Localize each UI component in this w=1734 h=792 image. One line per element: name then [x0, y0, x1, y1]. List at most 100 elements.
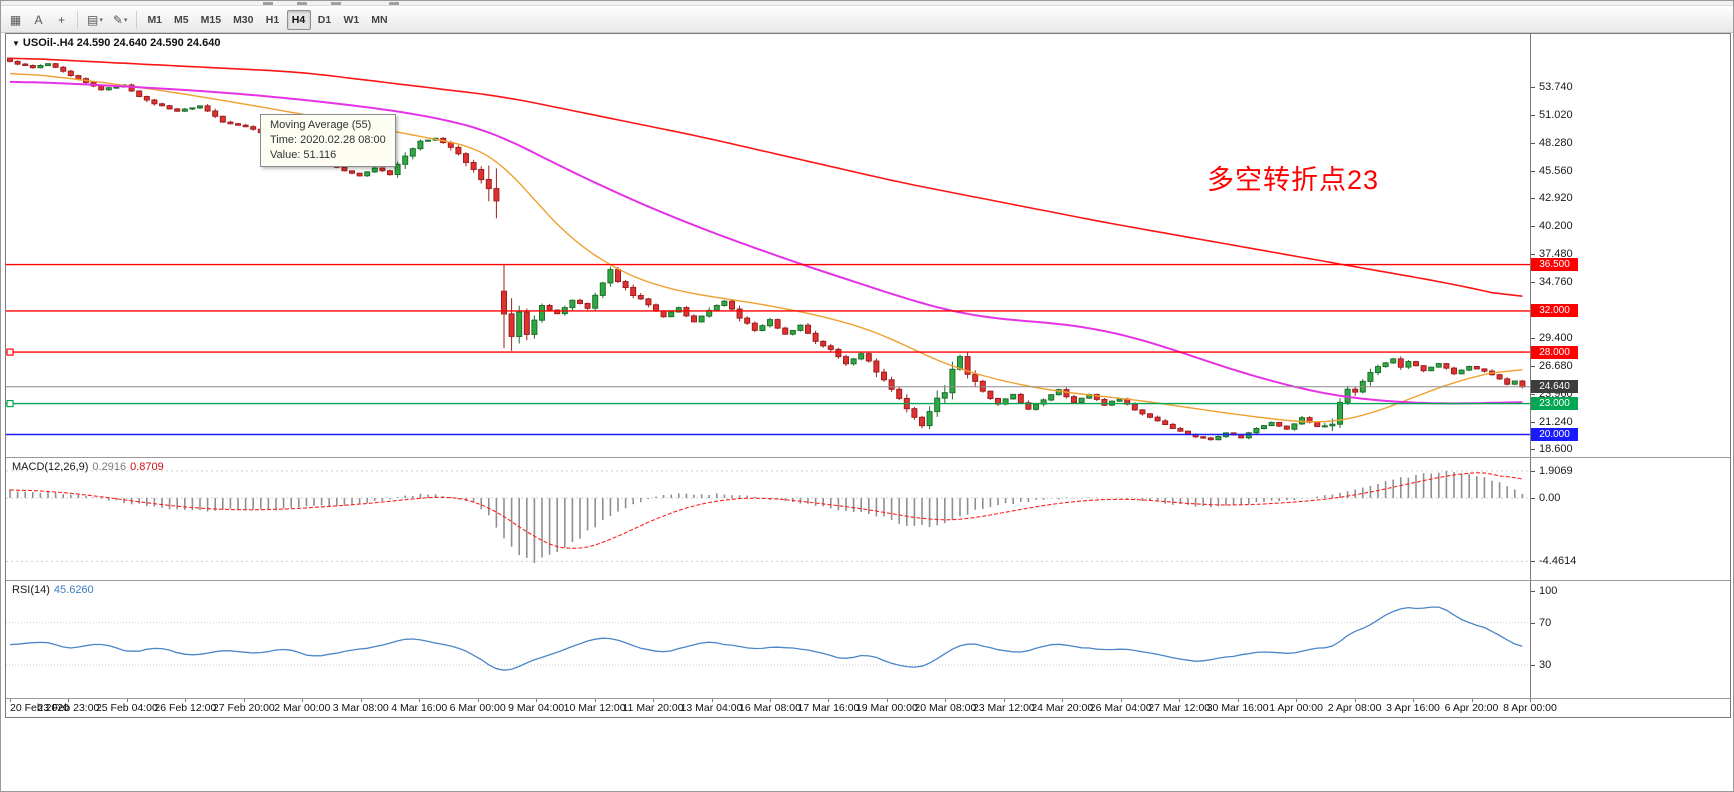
time-axis[interactable]: 20 Feb 2020 23 Feb 23:00 25 Feb 04:00 26 Fe… [6, 699, 1730, 717]
axis-tickmark [1531, 561, 1535, 563]
timeframe-button-group: M1 M5 M15 M30 H1 H4 D1 W1 MN [141, 9, 393, 30]
rsi-name: RSI(14) [12, 584, 50, 596]
timeframe-button-m15[interactable]: M15 [200, 13, 222, 26]
chevron-down-icon: ▾ [99, 16, 103, 24]
draw-tools-icon-glyph: ✎ [112, 12, 123, 27]
axis-tickmark [1531, 664, 1535, 666]
time-axis-tick [419, 699, 421, 702]
axis-tickmark [1531, 282, 1535, 284]
ma-tooltip: Moving Average (55) Time: 2020.02.28 08:… [260, 114, 396, 167]
time-axis-tick [1296, 699, 1298, 702]
axis-tick-label: 26.680 [1539, 359, 1573, 372]
time-axis-label: 23 Feb 23:00 [37, 702, 100, 714]
clipped-icon [389, 2, 399, 5]
axis-tick-label: 0.00 [1539, 492, 1561, 504]
axis-tickmark [1531, 498, 1535, 499]
rsi-panel[interactable]: RSI(14) 45.6260 100 70 30 [6, 581, 1730, 698]
time-axis-label: 2 Apr 08:00 [1327, 702, 1382, 714]
macd-panel[interactable]: MACD(12,26,9) 0.2916 0.8709 1.9069 0.00 -4.4… [6, 458, 1730, 580]
rsi-axis[interactable]: 100 70 30 [1530, 581, 1730, 698]
time-axis-tick [828, 699, 830, 702]
macd-chart[interactable] [6, 458, 1530, 580]
time-axis-label: 4 Mar 16:00 [391, 702, 448, 714]
price-badge: 36.500 [1531, 258, 1578, 272]
axis-tick-label: 100 [1539, 585, 1558, 597]
time-axis-tick [1354, 699, 1356, 702]
time-axis-tick [1471, 699, 1473, 702]
menu-strip-clipped [1, 1, 1733, 6]
toolbar-separator [136, 10, 138, 29]
time-axis-label: 16 Mar 08:00 [739, 702, 801, 714]
price-panel[interactable]: ▼ USOil-.H4 24.590 24.640 24.590 24.640 M… [6, 34, 1730, 457]
axis-tick-label: 21.240 [1539, 415, 1573, 428]
timeframe-button-m5[interactable]: M5 [174, 13, 189, 26]
symbol-ohlc-label: ▼ USOil-.H4 24.590 24.640 24.590 24.640 [12, 37, 220, 49]
time-axis-tick [68, 699, 70, 702]
axis-tick-label: 29.400 [1539, 331, 1573, 344]
clipped-icon [331, 2, 341, 5]
panel-separator [6, 698, 1730, 699]
cursor-mode-icon-glyph: A [34, 12, 43, 27]
time-axis-tick [594, 699, 596, 702]
time-axis-tick [1062, 699, 1064, 702]
time-axis-tick [711, 699, 713, 702]
time-axis-label: 27 Feb 20:00 [212, 702, 275, 714]
panel-separator[interactable] [6, 457, 1730, 458]
macd-value-main: 0.2916 [92, 461, 127, 473]
time-axis-label: 27 Mar 12:00 [1148, 702, 1211, 714]
time-axis-label: 20 Mar 08:00 [914, 702, 977, 714]
time-axis-label: 20 Feb 2020 [10, 702, 69, 714]
timeframe-button-h1[interactable]: H1 [265, 13, 280, 26]
cursor-mode-icon[interactable]: A [28, 9, 49, 30]
indicator-list-icon[interactable]: ▤ ▾ [83, 9, 107, 30]
tick-chart-icon[interactable]: ▦ [5, 9, 26, 30]
symbol-text: USOil-.H4 24.590 24.640 24.590 24.640 [22, 37, 221, 49]
axis-tick-label: 70 [1539, 616, 1552, 629]
axis-tick-label: 45.560 [1539, 165, 1573, 178]
macd-label: MACD(12,26,9) 0.2916 0.8709 [12, 461, 164, 473]
toolbar-icon-group: ▦ A + ▤ ▾ ✎ ▾ [4, 9, 132, 30]
time-axis-tick [243, 699, 245, 702]
price-badge: 24.640 [1531, 380, 1578, 394]
time-axis-tick [1003, 699, 1005, 702]
timeframe-button-h4[interactable]: H4 [286, 9, 311, 30]
time-axis-label: 26 Mar 04:00 [1089, 702, 1152, 714]
time-axis-tick [886, 699, 888, 702]
time-axis-label: 6 Apr 20:00 [1444, 702, 1499, 714]
macd-axis[interactable]: 1.9069 0.00 -4.4614 [1530, 458, 1730, 580]
toolbar-separator [77, 10, 78, 29]
tooltip-time: Time: 2020.02.28 08:00 [270, 134, 386, 146]
price-axis[interactable]: 53.740 51.020 48.280 45.560 42.920 40.200 37.4… [1530, 34, 1730, 457]
time-axis-tick [769, 699, 771, 702]
axis-tick-label: 37.480 [1539, 248, 1573, 261]
panel-separator[interactable] [6, 580, 1730, 581]
axis-tick-label: 40.200 [1539, 220, 1573, 233]
chart-area[interactable]: ▼ USOil-.H4 24.590 24.640 24.590 24.640 M… [5, 33, 1731, 718]
time-axis-label: 19 Mar 00:00 [855, 702, 918, 714]
timeframe-button-mn[interactable]: MN [371, 13, 388, 26]
tooltip-value: Value: 51.116 [270, 149, 337, 161]
timeframe-button-w1[interactable]: W1 [343, 13, 360, 26]
draw-tools-icon[interactable]: ✎ ▾ [109, 9, 132, 30]
time-axis-label: 24 Mar 20:00 [1031, 702, 1094, 714]
crosshair-icon[interactable]: + [51, 9, 72, 30]
rsi-value: 45.6260 [53, 584, 94, 596]
candlestick-chart[interactable] [6, 34, 1530, 457]
timeframe-button-m1[interactable]: M1 [147, 13, 163, 26]
axis-tickmark [1531, 143, 1535, 145]
time-axis-tick [1529, 699, 1531, 702]
timeframe-button-m30[interactable]: M30 [233, 13, 254, 26]
time-axis-label: 10 Mar 12:00 [563, 702, 626, 714]
time-axis-label: 11 Mar 20:00 [622, 702, 684, 714]
axis-tickmark [1531, 365, 1535, 367]
time-axis-tick [185, 699, 187, 702]
axis-tick-label: 18.600 [1539, 442, 1573, 455]
axis-tickmark [1531, 171, 1535, 173]
chevron-down-icon[interactable]: ▼ [12, 39, 20, 48]
time-axis-tick [536, 699, 538, 702]
timeframe-button-d1[interactable]: D1 [317, 13, 332, 26]
time-axis-tick [360, 699, 362, 702]
time-axis-tick [945, 699, 947, 702]
time-axis-tick [126, 699, 128, 702]
rsi-chart[interactable] [6, 581, 1530, 698]
